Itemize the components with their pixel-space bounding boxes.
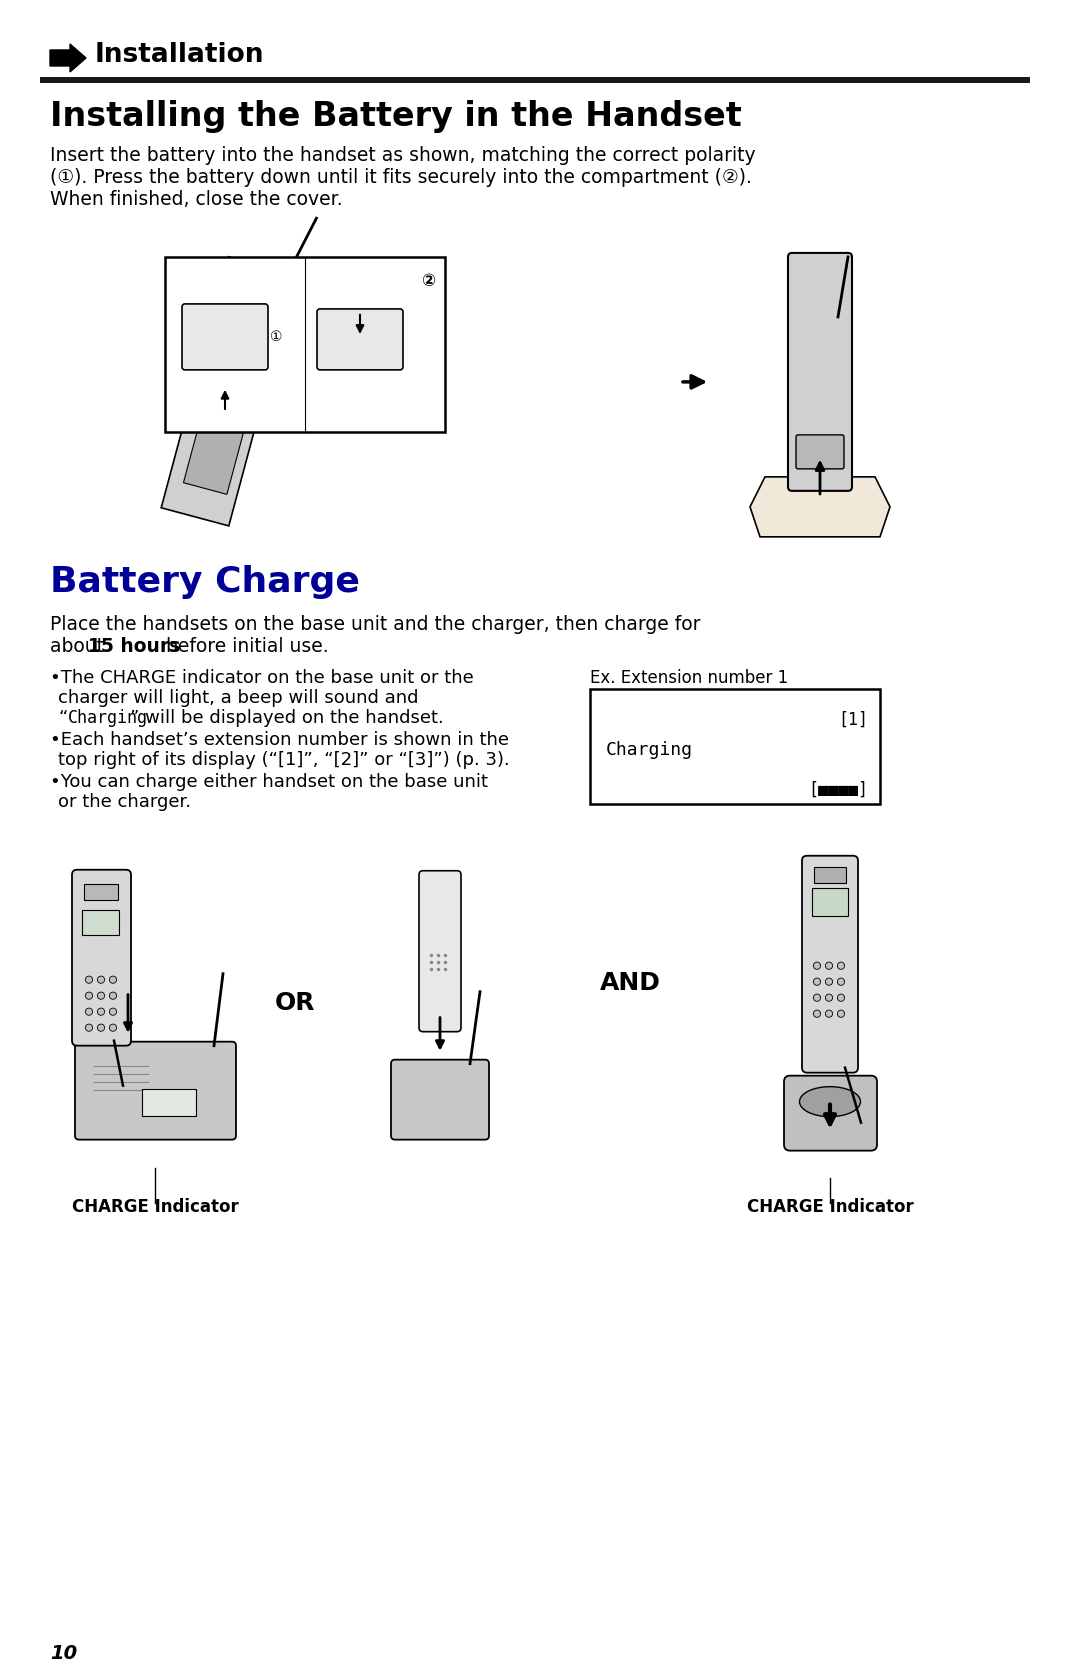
Circle shape [813, 978, 821, 985]
Text: ①: ① [270, 330, 283, 344]
Circle shape [85, 1008, 93, 1015]
Bar [812, 888, 848, 916]
FancyBboxPatch shape [391, 1060, 489, 1140]
Text: 15 hours: 15 hours [87, 638, 180, 656]
Circle shape [813, 995, 821, 1001]
Circle shape [109, 991, 117, 1000]
Text: about: about [50, 638, 110, 656]
Circle shape [109, 976, 117, 983]
Text: OR: OR [274, 991, 315, 1015]
Circle shape [837, 1010, 845, 1018]
Text: “: “ [58, 709, 67, 726]
Circle shape [97, 1025, 105, 1031]
Circle shape [837, 978, 845, 985]
Circle shape [109, 1008, 117, 1015]
Circle shape [97, 1008, 105, 1015]
Bar [82, 910, 119, 935]
Text: Ex. Extension number 1: Ex. Extension number 1 [590, 669, 788, 686]
FancyBboxPatch shape [796, 436, 843, 469]
Bar [165, 257, 445, 432]
Text: Installation: Installation [95, 42, 265, 68]
Text: [1]: [1] [838, 711, 868, 729]
Circle shape [109, 1025, 117, 1031]
Bar [40, 77, 1030, 83]
FancyBboxPatch shape [419, 871, 461, 1031]
Text: (①). Press the battery down until it fits securely into the compartment (②).: (①). Press the battery down until it fit… [50, 169, 752, 187]
Circle shape [837, 995, 845, 1001]
Text: •Each handset’s extension number is shown in the: •Each handset’s extension number is show… [50, 731, 509, 749]
Circle shape [825, 1010, 833, 1018]
Circle shape [837, 961, 845, 970]
Bar [590, 689, 880, 804]
Circle shape [825, 961, 833, 970]
Text: AND: AND [599, 971, 661, 995]
Circle shape [825, 978, 833, 985]
Text: •The CHARGE indicator on the base unit or the: •The CHARGE indicator on the base unit o… [50, 669, 474, 686]
Ellipse shape [799, 1087, 861, 1117]
Circle shape [85, 1025, 93, 1031]
Text: Charging: Charging [606, 741, 693, 759]
Text: Battery Charge: Battery Charge [50, 564, 360, 599]
FancyBboxPatch shape [183, 304, 268, 371]
FancyBboxPatch shape [788, 254, 852, 491]
Bar [141, 1088, 195, 1115]
Text: ②: ② [421, 272, 435, 290]
Text: Insert the battery into the handset as shown, matching the correct polarity: Insert the battery into the handset as s… [50, 145, 756, 165]
Bar [84, 883, 118, 900]
FancyBboxPatch shape [75, 1041, 237, 1140]
Circle shape [825, 995, 833, 1001]
FancyBboxPatch shape [802, 856, 858, 1073]
Circle shape [813, 961, 821, 970]
Text: ” will be displayed on the handset.: ” will be displayed on the handset. [130, 709, 444, 726]
Text: Charging: Charging [68, 709, 148, 726]
Circle shape [97, 991, 105, 1000]
Text: or the charger.: or the charger. [58, 793, 191, 811]
Circle shape [813, 1010, 821, 1018]
Text: When finished, close the cover.: When finished, close the cover. [50, 190, 342, 209]
Circle shape [85, 976, 93, 983]
Text: [■■■■]: [■■■■] [808, 781, 868, 799]
FancyBboxPatch shape [72, 870, 131, 1046]
Polygon shape [161, 257, 296, 526]
Text: Place the handsets on the base unit and the charger, then charge for: Place the handsets on the base unit and … [50, 614, 701, 634]
Text: CHARGE Indicator: CHARGE Indicator [746, 1198, 914, 1215]
Circle shape [97, 976, 105, 983]
Polygon shape [184, 416, 245, 494]
Text: charger will light, a beep will sound and: charger will light, a beep will sound an… [58, 689, 419, 706]
Text: •You can charge either handset on the base unit: •You can charge either handset on the ba… [50, 773, 488, 791]
Text: 10: 10 [50, 1644, 78, 1664]
Circle shape [85, 991, 93, 1000]
FancyBboxPatch shape [318, 309, 403, 371]
Text: Installing the Battery in the Handset: Installing the Battery in the Handset [50, 100, 742, 134]
Polygon shape [175, 387, 205, 432]
Polygon shape [50, 43, 86, 72]
Text: before initial use.: before initial use. [160, 638, 328, 656]
FancyBboxPatch shape [784, 1075, 877, 1150]
Text: CHARGE Indicator: CHARGE Indicator [71, 1198, 239, 1215]
Text: top right of its display (“[1]”, “[2]” or “[3]”) (p. 3).: top right of its display (“[1]”, “[2]” o… [58, 751, 510, 769]
Bar [814, 866, 846, 883]
Polygon shape [750, 477, 890, 537]
